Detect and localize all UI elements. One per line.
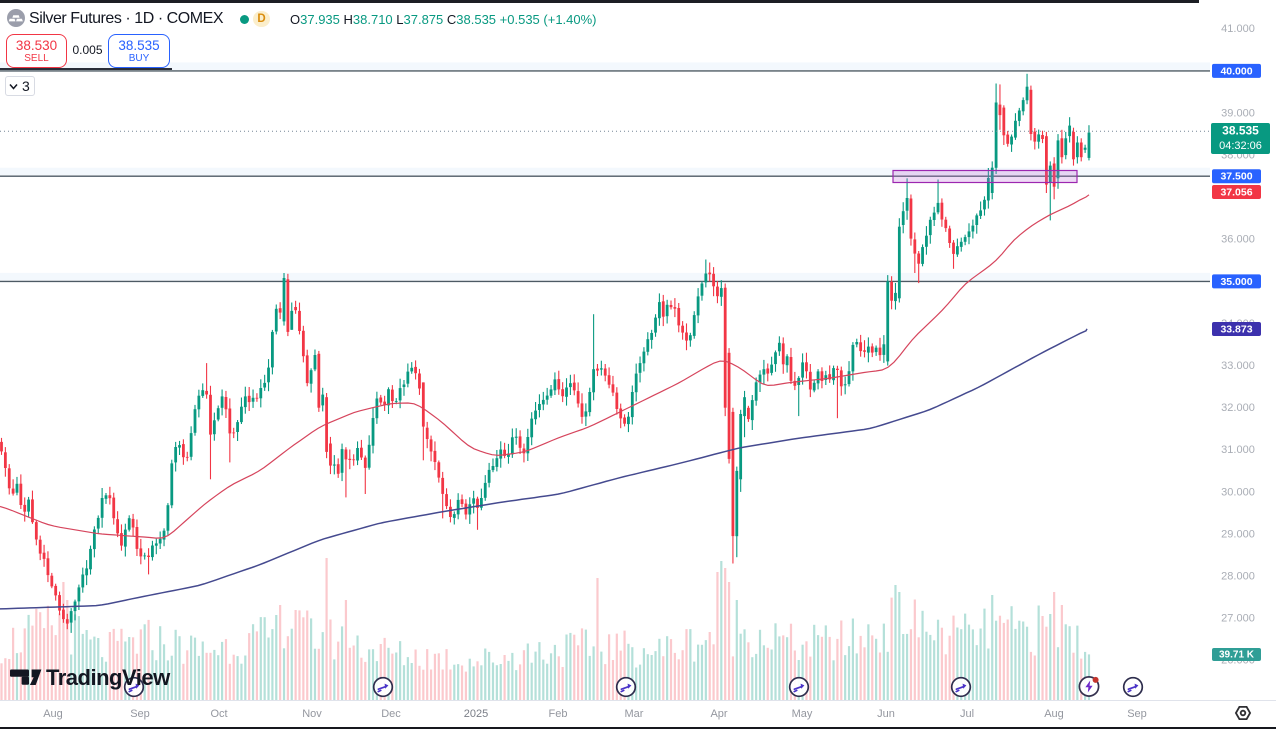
svg-text:May: May [792, 708, 813, 720]
svg-text:Oct: Oct [210, 708, 227, 720]
svg-text:Feb: Feb [549, 708, 568, 720]
svg-text:39.000: 39.000 [1221, 107, 1255, 119]
svg-text:Sep: Sep [130, 708, 150, 720]
svg-text:36.000: 36.000 [1221, 234, 1255, 246]
svg-text:40.000: 40.000 [1220, 65, 1252, 77]
svg-text:04:32:06: 04:32:06 [1219, 140, 1262, 152]
svg-text:Mar: Mar [625, 708, 644, 720]
svg-text:32.000: 32.000 [1221, 402, 1255, 414]
svg-text:Sep: Sep [1127, 708, 1147, 720]
svg-text:Jul: Jul [960, 708, 974, 720]
svg-text:33.873: 33.873 [1220, 323, 1252, 335]
svg-text:TradingView: TradingView [46, 665, 171, 690]
svg-text:29.000: 29.000 [1221, 528, 1255, 540]
svg-text:33.000: 33.000 [1221, 360, 1255, 372]
svg-text:Apr: Apr [710, 708, 727, 720]
svg-text:38.535: 38.535 [1222, 124, 1259, 138]
svg-text:37.056: 37.056 [1220, 186, 1252, 198]
svg-text:Nov: Nov [302, 708, 322, 720]
svg-text:2025: 2025 [464, 708, 488, 720]
svg-text:35.000: 35.000 [1220, 276, 1252, 288]
svg-text:Dec: Dec [381, 708, 401, 720]
svg-text:Jun: Jun [877, 708, 895, 720]
svg-text:39.71 K: 39.71 K [1219, 650, 1255, 661]
svg-text:28.000: 28.000 [1221, 571, 1255, 583]
svg-text:Aug: Aug [1044, 708, 1064, 720]
svg-text:30.000: 30.000 [1221, 486, 1255, 498]
svg-text:37.500: 37.500 [1220, 171, 1252, 183]
svg-text:41.000: 41.000 [1221, 23, 1255, 35]
svg-text:31.000: 31.000 [1221, 444, 1255, 456]
svg-text:27.000: 27.000 [1221, 613, 1255, 625]
svg-text:Aug: Aug [43, 708, 63, 720]
